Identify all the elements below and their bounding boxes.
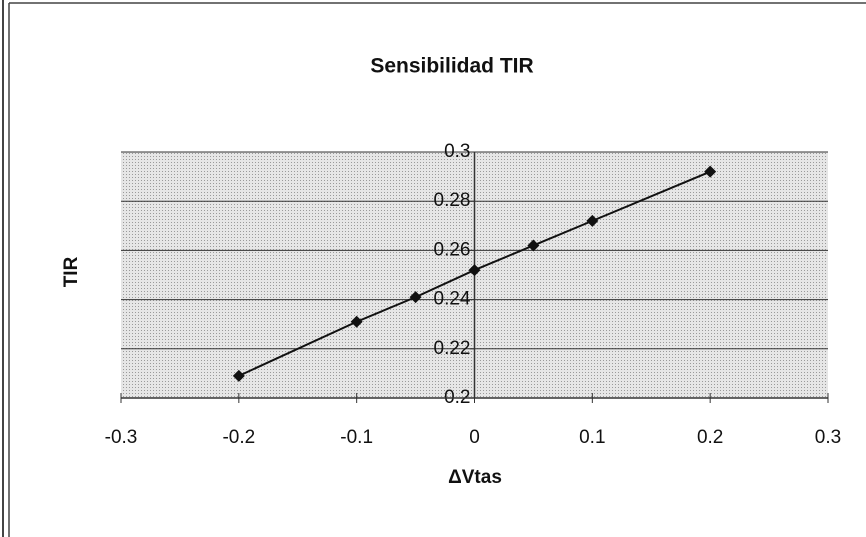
- marker: [350, 315, 363, 328]
- x-tick-label: 0.3: [815, 427, 841, 448]
- y-tick-label: 0.26: [434, 239, 471, 260]
- x-tick-label: -0.2: [222, 427, 255, 448]
- marker: [232, 369, 245, 382]
- y-tick-label: 0.28: [434, 190, 471, 211]
- chart-title: Sensibilidad TIR: [370, 55, 533, 78]
- x-tick-label: 0.1: [579, 427, 605, 448]
- x-tick-label: 0: [469, 427, 480, 448]
- marker: [586, 214, 599, 227]
- marker: [527, 239, 540, 252]
- marker: [468, 264, 481, 277]
- marker: [704, 165, 717, 178]
- x-tick-label: -0.1: [340, 427, 373, 448]
- y-tick-label: 0.3: [444, 141, 470, 162]
- x-tick-label: -0.3: [105, 427, 138, 448]
- x-tick-label: 0.2: [697, 427, 723, 448]
- y-axis-label: TIR: [61, 256, 82, 287]
- marker: [409, 291, 422, 304]
- y-tick-label: 0.24: [434, 289, 471, 310]
- x-axis-label: ΔVtas: [448, 467, 502, 488]
- y-tick-label: 0.22: [434, 338, 471, 359]
